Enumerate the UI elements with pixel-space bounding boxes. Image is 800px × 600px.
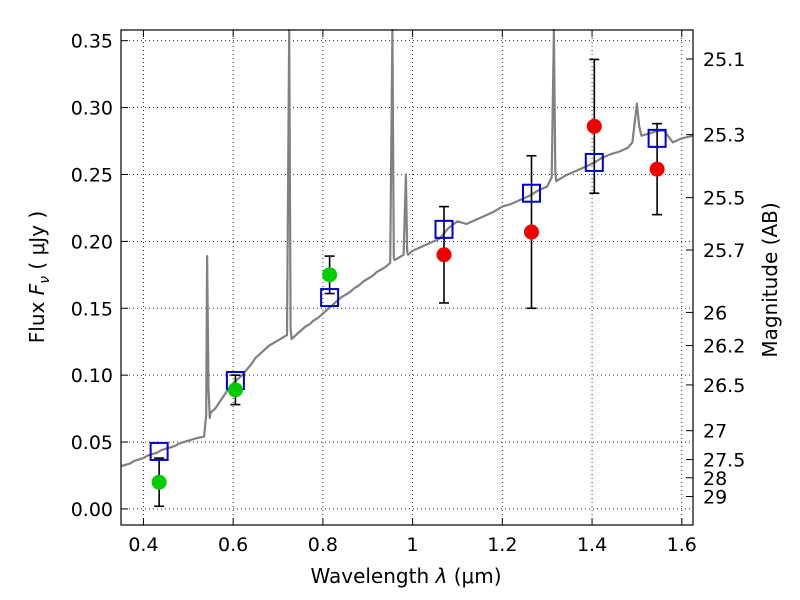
magnitude-axis-label: Magnitude (AB)	[758, 202, 782, 357]
red-data-point	[649, 161, 665, 177]
magnitude-tick-label: 25.5	[703, 188, 745, 210]
magnitude-tick-label: 28	[703, 468, 727, 490]
y-tick-label: 0.10	[71, 365, 113, 387]
x-tick-label: 1.6	[667, 534, 697, 556]
green-data-point	[322, 267, 338, 283]
red-data-point	[586, 118, 602, 134]
y-axis-label: Flux Fν ( μJy )	[25, 211, 53, 343]
x-tick-label: 1.4	[577, 534, 607, 556]
x-tick-label: 0.4	[128, 534, 158, 556]
green-data-point	[151, 474, 167, 490]
observed-photometry	[151, 118, 665, 490]
y-tick-label: 0.30	[71, 98, 113, 120]
magnitude-tick-label: 25.3	[703, 125, 745, 147]
x-tick-label: 1.2	[487, 534, 517, 556]
model-photometry-square	[584, 152, 604, 172]
model-photometry-square	[434, 219, 454, 239]
model-photometry-square	[149, 441, 169, 461]
y-tick-label: 0.05	[71, 432, 113, 454]
y-tick-label: 0.00	[71, 499, 113, 521]
y-tick-label: 0.15	[71, 298, 113, 320]
y-tick-label: 0.35	[71, 31, 113, 53]
plot-frame	[120, 29, 694, 526]
red-data-point	[523, 224, 539, 240]
green-data-point	[227, 382, 243, 398]
model-photometry-square	[647, 128, 667, 148]
magnitude-tick-label: 25.1	[703, 49, 745, 71]
magnitude-tick-label: 26.5	[703, 375, 745, 397]
x-axis-ticks: 0.4 0.6 0.8 1 1.2 1.4 1.6	[128, 30, 697, 556]
y-tick-label: 0.25	[71, 164, 113, 186]
model-spectrum-line	[120, 28, 694, 468]
y-tick-label: 0.20	[71, 231, 113, 253]
magnitude-tick-label: 26	[703, 302, 727, 324]
model-spectrum	[120, 28, 694, 468]
model-photometry-square	[521, 183, 541, 203]
grid	[121, 30, 693, 525]
magnitude-tick-label: 29	[703, 487, 727, 509]
magnitude-tick-label: 25.7	[703, 240, 745, 262]
y-axis-ticks: 0.00 0.05 0.10 0.15 0.20 0.25 0.30 0.35	[71, 31, 128, 521]
magnitude-tick-label: 27.5	[703, 450, 745, 472]
red-data-point	[436, 247, 452, 263]
magnitude-tick-label: 26.2	[703, 336, 745, 358]
model-photometry-square	[320, 288, 340, 308]
x-axis-label: Wavelength λ (μm)	[310, 564, 501, 588]
x-tick-label: 0.6	[218, 534, 248, 556]
x-tick-label: 0.8	[308, 534, 338, 556]
x-tick-label: 1	[407, 534, 419, 556]
magnitude-tick-label: 27	[703, 421, 727, 443]
